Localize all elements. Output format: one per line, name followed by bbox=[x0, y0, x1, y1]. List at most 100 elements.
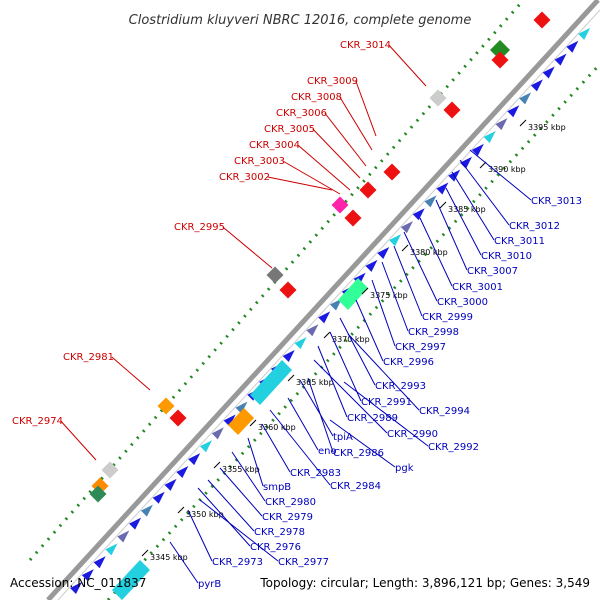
gene-arrow bbox=[436, 182, 449, 195]
gene-arrow bbox=[542, 66, 555, 79]
right-label-leader bbox=[435, 199, 468, 271]
inner-dotted-line bbox=[106, 62, 600, 600]
gene-arrow bbox=[306, 324, 319, 337]
gene-arrow bbox=[578, 27, 591, 40]
right-label-leader bbox=[371, 279, 396, 347]
right-gene-label: CKR_2978 bbox=[254, 527, 305, 538]
gene-arrow bbox=[365, 259, 378, 272]
right-gene-label: CKR_2976 bbox=[250, 542, 301, 553]
right-gene-label: CKR_2991 bbox=[361, 397, 412, 408]
gene-arrow bbox=[318, 311, 331, 324]
gene-arrow bbox=[129, 517, 142, 530]
left-label-leader bbox=[222, 226, 273, 269]
right-gene-label: pgk bbox=[395, 463, 414, 474]
kbp-tick-mark bbox=[141, 549, 149, 557]
right-label-leader bbox=[459, 159, 510, 226]
left-label-leader bbox=[312, 128, 361, 179]
kbp-tick-mark bbox=[519, 119, 527, 127]
left-label-leader bbox=[60, 420, 97, 461]
gene-arrow bbox=[294, 337, 307, 350]
right-label-leader bbox=[187, 509, 213, 562]
left-label-leader bbox=[388, 44, 427, 87]
gene-arrow bbox=[377, 246, 390, 259]
left-gene-label: CKR_3002 bbox=[219, 172, 270, 183]
gene-box bbox=[169, 409, 187, 427]
right-label-leader bbox=[207, 479, 255, 532]
accession-text: Accession: NC_011837 bbox=[10, 576, 146, 590]
gene-arrow bbox=[519, 92, 532, 105]
gene-arrow bbox=[412, 208, 425, 221]
gene-block bbox=[490, 40, 510, 60]
gene-arrow bbox=[483, 130, 496, 143]
kbp-tick-label: 3390 kbp bbox=[488, 165, 526, 174]
gene-box bbox=[344, 209, 362, 227]
gene-box bbox=[279, 281, 297, 299]
right-label-leader bbox=[381, 261, 409, 332]
right-gene-label: CKR_2993 bbox=[375, 381, 426, 392]
right-label-leader bbox=[199, 499, 279, 562]
gene-arrow bbox=[507, 105, 520, 118]
gene-box bbox=[89, 485, 107, 503]
right-gene-label: CKR_2997 bbox=[395, 342, 446, 353]
right-label-leader bbox=[197, 487, 251, 547]
left-gene-label: CKR_3014 bbox=[340, 40, 391, 51]
right-gene-label: CKR_2998 bbox=[408, 327, 459, 338]
right-gene-label: CKR_3010 bbox=[481, 251, 532, 262]
right-label-leader bbox=[247, 437, 264, 487]
kbp-tick-mark bbox=[177, 506, 185, 514]
right-label-leader bbox=[299, 379, 334, 437]
gene-box bbox=[331, 196, 349, 214]
right-gene-label: CKR_2994 bbox=[419, 406, 470, 417]
right-gene-label: pyrB bbox=[198, 579, 221, 590]
gene-box bbox=[359, 181, 377, 199]
kbp-tick-label: 3375 kbp bbox=[370, 291, 408, 300]
right-gene-label: CKR_2979 bbox=[262, 512, 313, 523]
right-label-leader bbox=[261, 423, 291, 473]
gene-arrow bbox=[93, 556, 106, 569]
kbp-tick-mark bbox=[361, 287, 369, 295]
left-label-leader bbox=[355, 80, 377, 137]
right-label-leader bbox=[393, 245, 423, 317]
kbp-tick-mark bbox=[401, 244, 409, 252]
right-gene-label: CKR_2996 bbox=[383, 357, 434, 368]
kbp-tick-mark bbox=[479, 161, 487, 169]
left-label-leader bbox=[339, 96, 373, 151]
right-gene-label: eno bbox=[318, 446, 337, 457]
left-gene-label: CKR_3009 bbox=[307, 76, 358, 87]
right-gene-label: CKR_2992 bbox=[428, 442, 479, 453]
gene-arrow bbox=[400, 221, 413, 234]
gene-arrow bbox=[235, 401, 248, 414]
right-gene-label: tpiA bbox=[333, 432, 353, 443]
gene-arrow bbox=[460, 156, 472, 169]
right-gene-label: smpB bbox=[263, 482, 291, 493]
right-gene-label: CKR_2989 bbox=[347, 413, 398, 424]
gene-arrow bbox=[223, 414, 236, 427]
left-gene-label: CKR_3006 bbox=[276, 108, 327, 119]
left-gene-label: CKR_3003 bbox=[234, 156, 285, 167]
gene-arrow bbox=[424, 195, 437, 208]
gene-arrow bbox=[105, 543, 118, 556]
gene-arrow bbox=[330, 298, 342, 311]
gene-block bbox=[112, 560, 150, 600]
right-gene-label: CKR_3001 bbox=[452, 282, 503, 293]
gene-box bbox=[429, 89, 447, 107]
kbp-tick-label: 3350 kbp bbox=[186, 510, 224, 519]
gene-box bbox=[157, 397, 175, 415]
kbp-tick-mark bbox=[323, 331, 331, 339]
label-leader-lines bbox=[60, 44, 532, 584]
gene-block bbox=[250, 360, 292, 405]
right-gene-label: CKR_3011 bbox=[494, 236, 545, 247]
gene-box bbox=[383, 163, 401, 181]
gene-arrow bbox=[566, 40, 579, 53]
right-label-leader bbox=[451, 171, 495, 241]
right-label-leader bbox=[307, 377, 334, 453]
right-gene-label: CKR_2986 bbox=[333, 448, 384, 459]
right-label-leader bbox=[169, 541, 199, 584]
kbp-tick-label: 3345 kbp bbox=[150, 553, 188, 562]
right-label-leader bbox=[339, 317, 376, 386]
map-title: Clostridium kluyveri NBRC 12016, complet… bbox=[129, 13, 472, 28]
gene-block bbox=[228, 408, 254, 435]
backbone-line bbox=[46, 0, 600, 600]
kbp-tick-mark bbox=[287, 374, 295, 382]
